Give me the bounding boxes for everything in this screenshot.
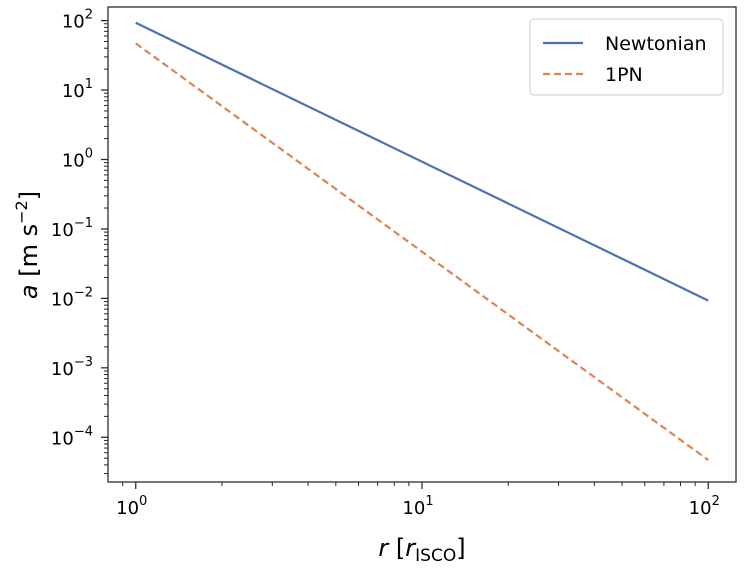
y-axis-unit: [m s — [15, 224, 43, 285]
y-tick-label: 101 — [62, 77, 93, 102]
y-tick-exp: −3 — [74, 355, 93, 370]
y-tick-label: 10−2 — [51, 285, 93, 310]
x-tick-base: 10 — [402, 498, 425, 519]
y-tick-exp: 0 — [85, 146, 93, 161]
legend: Newtonian 1PN — [529, 18, 724, 96]
y-tick-exp: −4 — [74, 424, 93, 439]
legend-label-newtonian: Newtonian — [605, 33, 707, 55]
legend-box — [529, 18, 724, 96]
y-tick-base: 10 — [51, 220, 74, 241]
series-line-newtonian — [135, 21, 709, 302]
y-tick-label: 102 — [62, 8, 93, 33]
y-tick-base: 10 — [62, 150, 85, 171]
x-tick-exp: 2 — [712, 494, 720, 509]
y-axis-exp: −2 — [12, 200, 31, 224]
x-tick-exp: 1 — [425, 494, 433, 509]
x-axis-label: r [rISCO] — [378, 534, 465, 566]
x-axis-open: [ — [388, 534, 405, 562]
y-axis-close: ] — [15, 191, 43, 200]
y-tick-label: 10−4 — [51, 424, 93, 449]
x-tick-label: 102 — [689, 494, 720, 519]
x-axis-sub: ISCO — [415, 546, 456, 566]
x-tick-label: 101 — [402, 494, 433, 519]
y-tick-exp: −2 — [74, 285, 93, 300]
y-tick-base: 10 — [51, 289, 74, 310]
legend-label-1pn: 1PN — [605, 64, 643, 86]
y-tick-base: 10 — [51, 428, 74, 449]
y-tick-label: 10−3 — [51, 355, 93, 380]
x-tick-label: 100 — [116, 494, 147, 519]
y-axis-label: a [m s−2] — [12, 191, 43, 299]
series-line-1pn — [135, 42, 709, 461]
minor-ticks — [104, 23, 696, 486]
x-axis-var: r — [378, 534, 390, 562]
y-tick-base: 10 — [62, 12, 85, 33]
plot-frame — [107, 6, 737, 483]
y-tick-base: 10 — [51, 359, 74, 380]
y-tick-exp: 2 — [85, 8, 93, 23]
x-axis-close: ] — [456, 534, 465, 562]
x-tick-base: 10 — [116, 498, 139, 519]
y-tick-label: 10−1 — [51, 216, 93, 241]
plot-lines — [135, 21, 709, 461]
y-tick-exp: 1 — [85, 77, 93, 92]
x-axis-sym: r — [405, 534, 417, 562]
x-tick-exp: 0 — [139, 494, 147, 509]
y-tick-base: 10 — [62, 81, 85, 102]
x-tick-base: 10 — [689, 498, 712, 519]
y-axis-var: a — [15, 284, 43, 299]
y-tick-exp: −1 — [74, 216, 93, 231]
y-tick-label: 100 — [62, 146, 93, 171]
